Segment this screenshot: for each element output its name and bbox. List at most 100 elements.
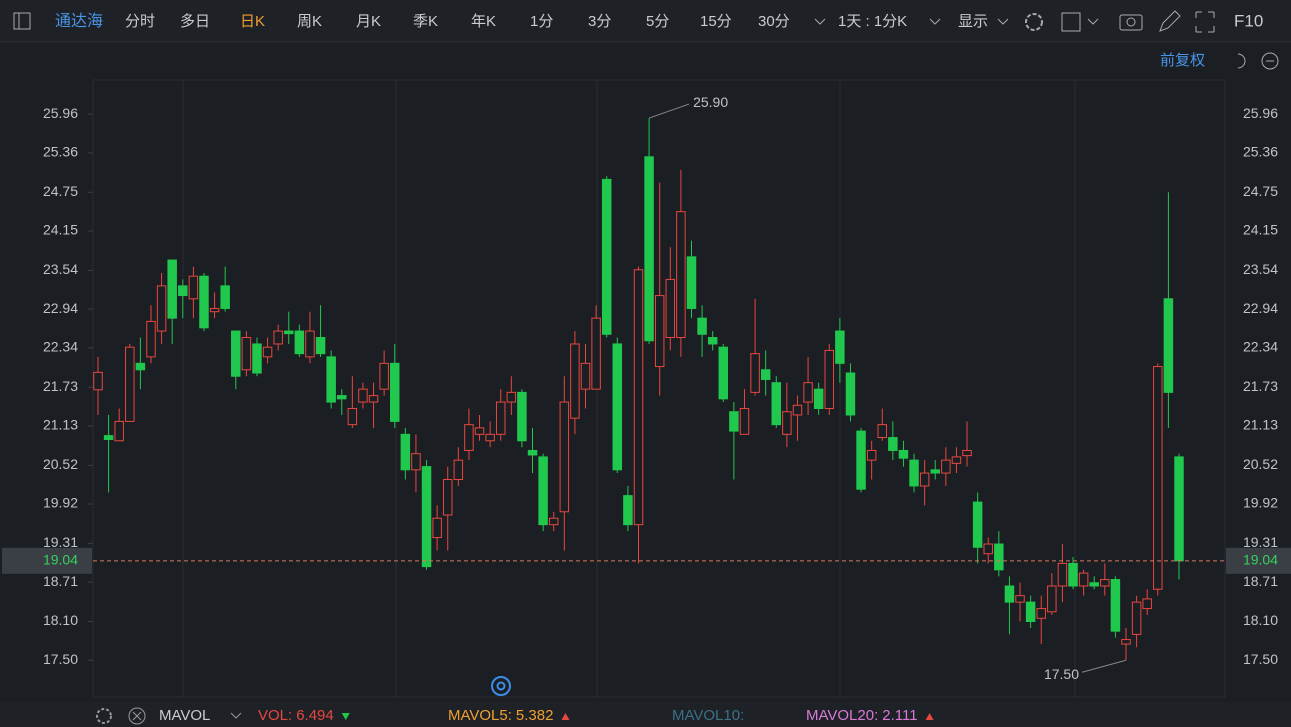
candle-body	[442, 479, 453, 516]
candle-body	[485, 433, 495, 442]
zoom-out-icon[interactable]	[1261, 52, 1279, 70]
period-tab[interactable]: 多日	[180, 13, 210, 30]
candle-body	[1174, 456, 1184, 562]
y-tick-label: 21.13	[43, 417, 78, 433]
indicator-name[interactable]: MAVOL	[159, 707, 210, 724]
y-tick-label: 20.52	[43, 456, 78, 472]
candle-body	[103, 435, 114, 440]
candle-body	[644, 156, 654, 342]
chevron[interactable]	[997, 18, 1009, 25]
y-tick-label-right: 21.13	[1243, 417, 1278, 433]
chevron[interactable]	[929, 18, 941, 25]
max-pointer	[648, 103, 690, 119]
candle-body	[400, 433, 411, 471]
plot-frame	[92, 79, 1226, 698]
candle-body	[178, 285, 188, 297]
candle-body	[898, 449, 909, 459]
candle-body	[856, 430, 866, 490]
candle-body	[1047, 585, 1057, 613]
candle-body	[358, 388, 368, 403]
period-tab[interactable]: 年K	[471, 13, 496, 30]
reset-icon[interactable]	[1237, 53, 1246, 69]
chevron[interactable]	[230, 712, 242, 719]
candle-body	[909, 459, 919, 487]
period-tab[interactable]: 3分	[588, 13, 611, 30]
period-tab[interactable]: 5分	[646, 13, 669, 30]
y-tick-label: 24.15	[43, 222, 78, 238]
candle-body	[972, 501, 983, 548]
candle-body	[623, 495, 633, 526]
pen-icon[interactable]	[1159, 10, 1181, 32]
candle-body	[305, 330, 315, 358]
max-label: 25.90	[693, 94, 728, 110]
period-tab[interactable]: 季K	[413, 13, 438, 30]
candle-body	[337, 395, 347, 400]
candle-body	[1078, 572, 1089, 587]
trend-arrow	[341, 713, 350, 720]
candle-body	[220, 285, 230, 309]
interval[interactable]: 1天 : 1分K	[838, 13, 907, 30]
y-tick-label: 18.71	[43, 573, 78, 589]
candle-body	[866, 449, 877, 461]
f10[interactable]: F10	[1234, 11, 1263, 30]
candle-body	[167, 259, 177, 319]
adjust-mode[interactable]: 前复权	[1160, 51, 1205, 69]
period-tab[interactable]: 月K	[356, 13, 381, 30]
indicator-settings[interactable]	[96, 708, 112, 724]
candle-body	[432, 517, 442, 539]
candle-body	[474, 427, 485, 435]
candle-body	[1110, 579, 1121, 632]
settings-icon[interactable]	[1025, 13, 1043, 31]
period-tab[interactable]: 日K	[240, 13, 265, 30]
indicator-value: 6.494	[296, 707, 334, 724]
chevron[interactable]	[814, 18, 826, 25]
last-price-label-right: 19.04	[1243, 552, 1278, 568]
candle-body	[994, 543, 1004, 571]
candle-body	[326, 356, 336, 403]
candle-body	[548, 517, 559, 526]
candle-body	[824, 349, 835, 410]
candle-body	[782, 411, 792, 435]
period-tab[interactable]: 分时	[125, 13, 155, 30]
indicator-close[interactable]	[128, 707, 146, 725]
candle-body	[580, 362, 591, 390]
trend-arrow	[925, 713, 934, 720]
y-tick-label-right: 24.75	[1243, 183, 1278, 199]
at-icon[interactable]	[491, 676, 511, 696]
candle-body	[697, 317, 707, 335]
candle-body	[888, 437, 898, 451]
candle-body	[760, 369, 771, 380]
y-tick-label-right: 19.31	[1243, 534, 1278, 550]
period-tab[interactable]: 15分	[700, 13, 732, 30]
period-tab[interactable]: 30分	[758, 13, 790, 30]
y-tick-label-right: 23.54	[1243, 261, 1278, 277]
candle-body	[591, 317, 601, 390]
candle-body	[750, 353, 760, 393]
y-tick-label: 25.96	[43, 105, 78, 121]
period-tab[interactable]: 1分	[530, 13, 553, 30]
y-tick-label-right: 18.10	[1243, 612, 1278, 628]
period-tab[interactable]: 周K	[297, 13, 322, 30]
stock-name[interactable]: 通达海	[55, 12, 103, 30]
candle-body	[188, 275, 199, 300]
candle-body	[930, 469, 940, 474]
square-icon[interactable]	[1061, 12, 1081, 32]
display-menu[interactable]: 显示	[958, 13, 988, 30]
camera-icon[interactable]	[1119, 14, 1143, 31]
candle-body	[231, 330, 241, 377]
y-tick-label: 25.36	[43, 144, 78, 160]
candle-body	[495, 401, 506, 435]
candle-body	[718, 346, 729, 400]
y-tick-label: 23.54	[43, 261, 78, 277]
y-tick-label: 19.31	[43, 534, 78, 550]
candle-body	[792, 404, 803, 416]
candle-body	[262, 346, 273, 358]
candle-body	[1015, 595, 1025, 603]
expand-icon[interactable]	[1195, 11, 1215, 33]
chevron[interactable]	[1087, 18, 1099, 25]
y-tick-label: 18.10	[43, 612, 78, 628]
min-pointer	[1081, 659, 1127, 673]
sidebar-icon[interactable]	[13, 12, 31, 30]
y-tick-label: 22.94	[43, 300, 78, 316]
candle-body	[1131, 601, 1142, 635]
